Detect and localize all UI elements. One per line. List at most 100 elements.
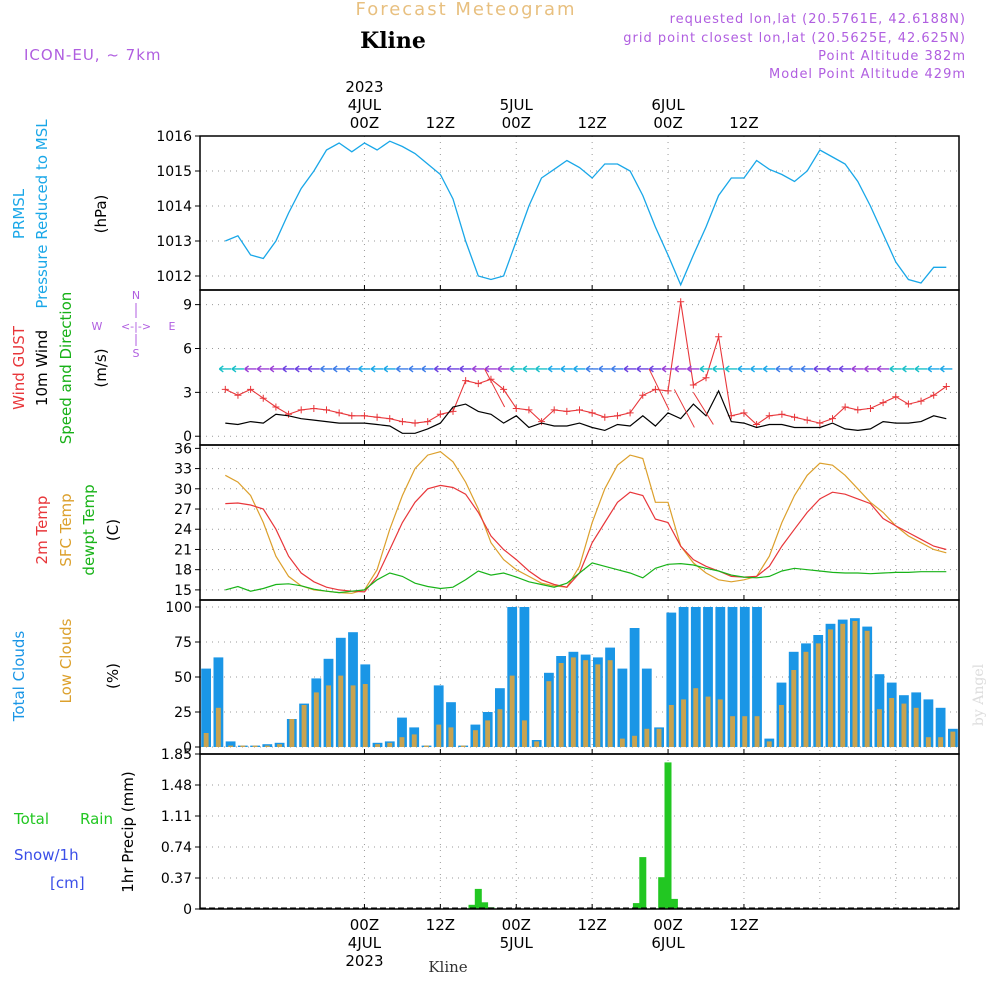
cloud-label-unit: (%): [104, 663, 122, 689]
time-tick-date: 4JUL: [348, 934, 382, 952]
gust-point: [386, 415, 394, 423]
wind-direction-arrow: [864, 365, 877, 373]
wind-direction-arrow: [358, 365, 371, 373]
temp-label-sfc: SFC Temp: [57, 493, 75, 566]
low-cloud-bar: [656, 728, 662, 747]
temp-label-unit: (C): [104, 519, 122, 541]
wind-direction-arrow: [244, 365, 257, 373]
temperature-ytick-label: 15: [174, 583, 192, 599]
gust-point: [474, 380, 482, 388]
header-title: Forecast Meteogram: [355, 0, 576, 20]
pressure-label-prmsl: PRMSL: [10, 188, 28, 239]
gust-point: [348, 412, 356, 420]
wind-direction-arrow: [433, 365, 447, 373]
precip-bar: [632, 903, 640, 909]
wind-direction-arrow: [724, 365, 738, 373]
total-cloud-bar: [678, 607, 689, 747]
low-cloud-bar: [877, 709, 882, 747]
gust-arrow: [692, 392, 714, 425]
temperature-ytick-label: 18: [174, 563, 192, 579]
wind-label-unit: (m/s): [92, 348, 110, 387]
low-cloud-bar: [546, 681, 552, 747]
pressure-ytick-label: 1012: [156, 269, 192, 285]
wind-direction-arrow: [408, 365, 422, 373]
total-cloud-bar: [225, 741, 236, 747]
gust-point: [259, 394, 267, 402]
cloud-label-low: Low Clouds: [57, 618, 75, 703]
pressure-label-msl: Pressure Reduced to MSL: [33, 119, 51, 309]
temperature-ytick-label: 21: [174, 542, 192, 558]
precip-label-snow: Snow/1h: [14, 846, 79, 864]
total-cloud-bar: [935, 707, 946, 747]
time-tick-date: 6JUL: [651, 96, 685, 114]
wind-direction-arrow: [421, 365, 434, 373]
time-tick-label: 00Z: [653, 916, 682, 934]
time-tick-label: 00Z: [350, 114, 379, 132]
gust-point: [854, 406, 862, 414]
wind-ytick-label: 9: [183, 298, 192, 314]
wind-direction-arrow: [750, 365, 763, 373]
wind-direction-arrow: [927, 365, 940, 373]
low-cloud-bar: [277, 744, 282, 747]
low-cloud-bar: [717, 699, 723, 747]
wind-ytick-label: 0: [183, 429, 192, 445]
wind-direction-arrow: [218, 365, 232, 373]
low-cloud-bar: [424, 745, 429, 747]
precip-bar: [639, 857, 647, 909]
low-cloud-bar: [203, 733, 209, 747]
clouds-ytick-label: 75: [174, 635, 192, 651]
gust-point: [740, 409, 748, 417]
time-tick-year: 2023: [345, 78, 383, 96]
wind-direction-arrow: [345, 365, 358, 373]
low-cloud-bar: [632, 735, 637, 747]
total-cloud-bar: [727, 607, 738, 747]
total-cloud-bar: [666, 612, 677, 747]
precip-label-cm: [cm]: [50, 874, 85, 892]
low-cloud-bar: [497, 709, 503, 747]
low-cloud-bar: [534, 741, 540, 747]
wind-direction-arrow: [901, 365, 915, 373]
wind-direction-arrow: [914, 365, 928, 373]
temperature-ytick-label: 24: [174, 522, 192, 538]
gust-point: [866, 404, 874, 412]
low-cloud-bar: [668, 705, 674, 747]
credit-text: by Angel: [971, 663, 987, 726]
wind-direction-arrow: [775, 365, 788, 373]
gust-point: [930, 391, 938, 399]
low-cloud-bar: [362, 684, 368, 747]
temperature-ytick-label: 33: [174, 462, 192, 478]
low-cloud-bar: [889, 698, 895, 747]
precip-ytick-label: 1.85: [161, 747, 192, 763]
gust-point: [563, 407, 571, 415]
wind-direction-arrow: [383, 365, 396, 373]
gust-point: [588, 409, 596, 417]
wind-direction-arrow: [737, 365, 750, 373]
gust-point: [449, 407, 457, 415]
wind-series: [218, 298, 953, 434]
gust-point: [525, 406, 533, 414]
wind-direction-arrow: [762, 365, 776, 373]
wind-label-gust: Wind GUST: [10, 325, 28, 410]
gust-point: [715, 333, 723, 341]
gust-point: [373, 413, 381, 421]
low-cloud-bar: [766, 741, 772, 747]
wind-direction-arrow: [648, 365, 662, 373]
gust-arrow: [484, 368, 506, 408]
wind-direction-arrow: [889, 365, 902, 373]
time-tick-date: 6JUL: [651, 934, 685, 952]
gust-point: [879, 399, 887, 407]
temperature-ytick-label: 36: [174, 441, 192, 457]
total-cloud-bar: [519, 607, 530, 747]
panel-frame: [199, 289, 960, 446]
low-cloud-bar: [583, 660, 589, 747]
low-cloud-bar: [313, 692, 319, 747]
wind-direction-arrow: [320, 365, 333, 373]
time-tick-label: 00Z: [350, 916, 379, 934]
wind-ytick-label: 3: [183, 385, 192, 401]
panel-frame: [199, 753, 960, 910]
gust-point: [436, 410, 444, 418]
low-cloud-bar: [215, 707, 221, 747]
wind-direction-arrow: [547, 365, 561, 373]
wind-direction-arrow: [231, 365, 244, 373]
